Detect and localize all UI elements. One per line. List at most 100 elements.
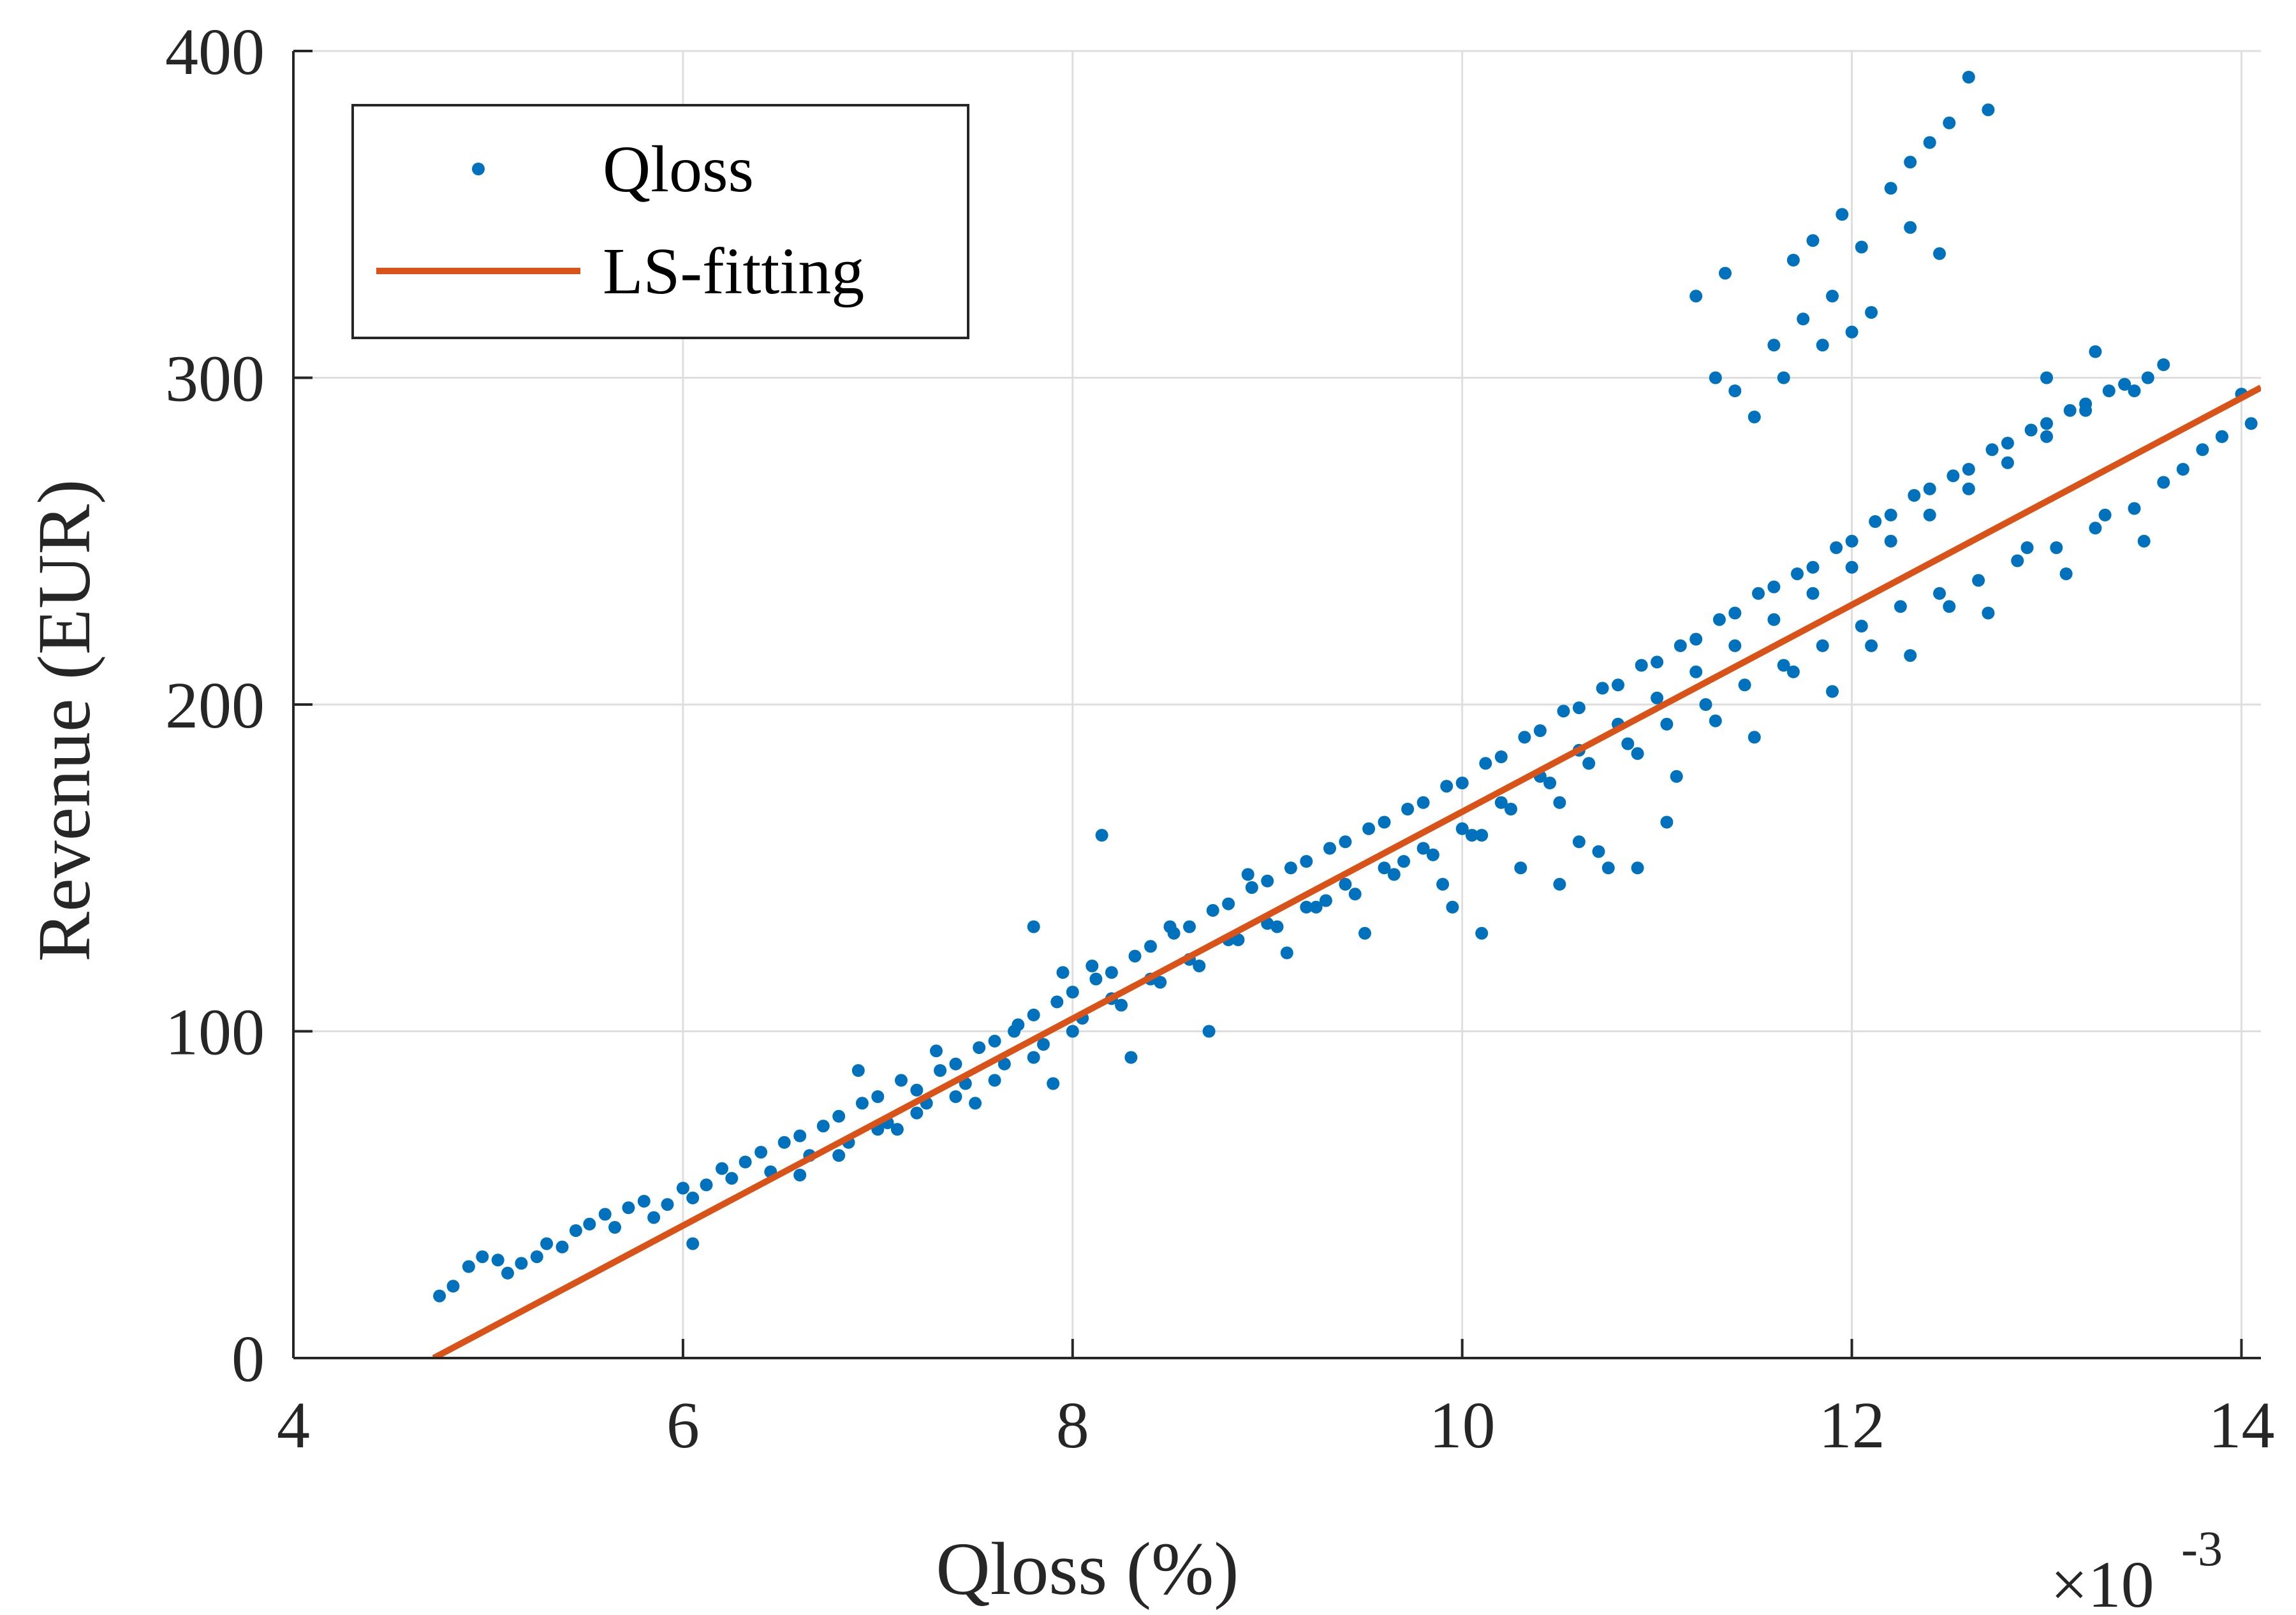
qloss-point	[2020, 541, 2034, 554]
qloss-point	[1596, 682, 1609, 695]
qloss-point	[1894, 600, 1907, 613]
qloss-point	[1923, 136, 1936, 149]
qloss-point	[1475, 829, 1489, 842]
qloss-point	[1270, 920, 1284, 933]
qloss-point	[725, 1172, 739, 1185]
plot-area	[432, 71, 2261, 1358]
qloss-point	[1115, 998, 1128, 1012]
qloss-point	[1830, 541, 1843, 554]
qloss-point	[1300, 900, 1313, 914]
qloss-point	[676, 1181, 689, 1195]
qloss-point	[1518, 731, 1531, 744]
qloss-point	[2024, 423, 2038, 437]
qloss-point	[1465, 829, 1478, 842]
qloss-point	[1962, 71, 1975, 84]
legend-qloss-marker	[472, 163, 485, 175]
qloss-point	[1748, 411, 1761, 423]
qloss-point	[2157, 358, 2170, 371]
qloss-point	[1027, 1051, 1040, 1064]
qloss-point	[890, 1123, 904, 1136]
qloss-point	[2079, 404, 2093, 417]
qloss-point	[2098, 508, 2112, 522]
qloss-point	[1767, 339, 1781, 352]
qloss-point	[2063, 404, 2077, 417]
qloss-point	[1712, 613, 1726, 626]
qloss-point	[1557, 705, 1570, 718]
y-axis-title: Revenue (EUR)	[22, 479, 106, 962]
qloss-point	[1752, 587, 1765, 600]
qloss-point	[1865, 639, 1878, 652]
y-tick-label: 200	[165, 669, 265, 742]
qloss-point	[1455, 777, 1469, 789]
qloss-point	[1095, 829, 1108, 842]
qloss-point	[2176, 463, 2189, 476]
qloss-point	[1972, 574, 1985, 587]
qloss-point	[2059, 567, 2073, 580]
qloss-point	[1845, 325, 1858, 339]
qloss-point	[1631, 861, 1644, 875]
qloss-point	[1635, 659, 1648, 672]
qloss-point	[569, 1224, 582, 1238]
qloss-point	[910, 1106, 924, 1120]
qloss-point	[686, 1237, 700, 1250]
qloss-point	[556, 1240, 569, 1253]
qloss-point	[1865, 306, 1878, 319]
qloss-point	[1066, 986, 1079, 998]
qloss-point	[2011, 554, 2024, 567]
x-tick-label: 14	[2208, 1389, 2274, 1462]
qloss-point	[1660, 717, 1674, 731]
qloss-point	[1816, 339, 1829, 352]
qloss-point	[1417, 796, 1430, 809]
qloss-point	[1791, 567, 1804, 580]
qloss-point	[2141, 371, 2154, 384]
qloss-point	[1982, 606, 1995, 620]
qloss-point	[476, 1250, 489, 1264]
qloss-point	[1455, 822, 1469, 835]
qloss-point	[1674, 639, 1687, 652]
qloss-point	[686, 1191, 700, 1204]
qloss-point	[1066, 1025, 1079, 1038]
qloss-point	[1193, 960, 1206, 972]
qloss-point	[973, 1041, 986, 1055]
x-axis-multiplier-base: ×10	[2050, 1548, 2154, 1615]
qloss-point	[1124, 1051, 1138, 1064]
qloss-point	[1884, 508, 1897, 522]
qloss-point	[1786, 254, 1800, 267]
qloss-point	[1323, 842, 1336, 855]
legend: Qloss LS-fitting	[351, 104, 969, 339]
qloss-point	[1417, 842, 1430, 855]
qloss-point	[1699, 698, 1712, 711]
tick-labels: 4 6 8 10 12 14 0 100 200 300 400	[165, 15, 2274, 1462]
qloss-point	[1027, 920, 1040, 933]
qloss-point	[997, 1057, 1011, 1071]
qloss-point	[1946, 469, 1960, 483]
qloss-point	[1572, 835, 1586, 849]
qloss-point	[2040, 371, 2053, 384]
qloss-point	[1689, 665, 1703, 678]
qloss-point	[491, 1253, 504, 1267]
qloss-point	[540, 1237, 554, 1250]
qloss-point	[2089, 345, 2102, 358]
qloss-point	[1387, 868, 1401, 881]
qloss-point	[1719, 267, 1732, 280]
qloss-point	[1670, 770, 1683, 783]
qloss-point	[2118, 377, 2131, 391]
qloss-point	[1553, 796, 1566, 809]
qloss-point	[2128, 502, 2141, 515]
qloss-point	[1401, 803, 1415, 815]
qloss-point	[1855, 240, 1868, 254]
qloss-point	[1543, 777, 1557, 789]
qloss-point	[1089, 972, 1103, 986]
qloss-point	[832, 1149, 846, 1162]
qloss-point	[1280, 946, 1293, 960]
qloss-point	[446, 1280, 460, 1293]
qloss-point	[1494, 750, 1508, 763]
qloss-point	[462, 1260, 475, 1273]
qloss-point	[1709, 714, 1722, 727]
qloss-point	[598, 1208, 612, 1221]
qloss-point	[988, 1074, 1001, 1087]
qloss-point	[2196, 443, 2209, 457]
qloss-point	[2001, 456, 2014, 469]
x-tick-label: 8	[1056, 1389, 1089, 1462]
